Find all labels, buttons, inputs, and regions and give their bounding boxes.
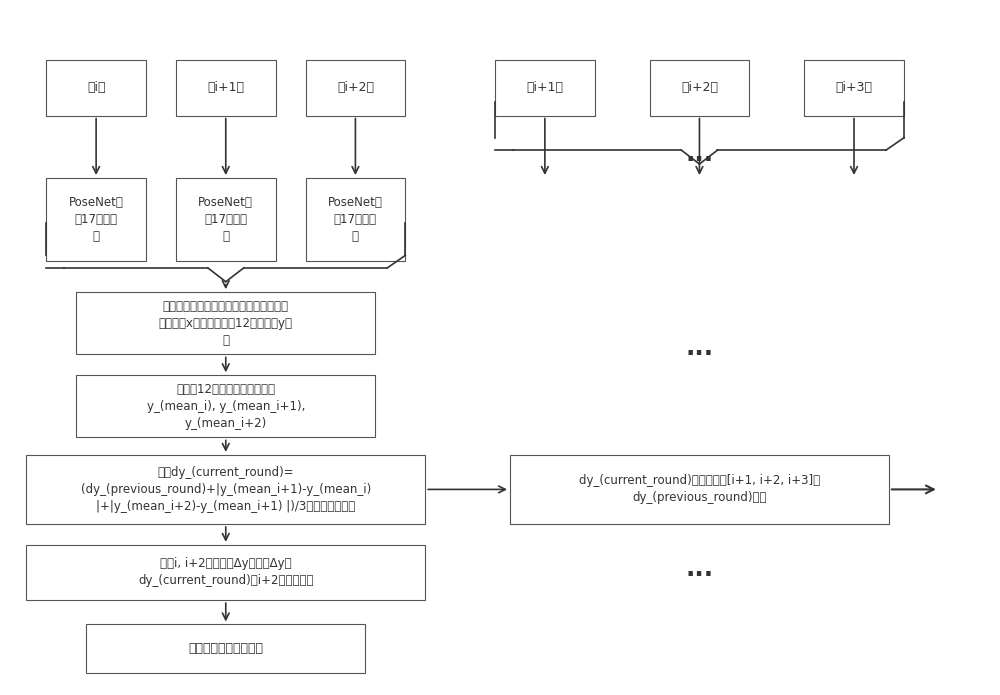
Text: 移除鼻、左眼、右眼、左耳、右耳的坐标
以及所有x坐标，得剩余12个关键点y坐
标: 移除鼻、左眼、右眼、左耳、右耳的坐标 以及所有x坐标，得剩余12个关键点y坐 标 bbox=[159, 300, 293, 347]
Text: 每帧的12个坐标取均值，得到
y_(mean_i), y_(mean_i+1),
y_(mean_i+2): 每帧的12个坐标取均值，得到 y_(mean_i), y_(mean_i+1),… bbox=[147, 383, 305, 430]
FancyBboxPatch shape bbox=[495, 60, 595, 115]
FancyBboxPatch shape bbox=[176, 60, 276, 115]
Text: 计算i, i+2两帧间的Δy，比较Δy与
dy_(current_round)为i+2帧赋状态值: 计算i, i+2两帧间的Δy，比较Δy与 dy_(current_round)为… bbox=[138, 557, 314, 587]
FancyBboxPatch shape bbox=[86, 624, 365, 673]
FancyBboxPatch shape bbox=[46, 60, 146, 115]
FancyBboxPatch shape bbox=[46, 178, 146, 261]
Text: 第i帧: 第i帧 bbox=[87, 81, 105, 95]
Text: 第i+3帧: 第i+3帧 bbox=[836, 81, 873, 95]
Text: 引入dy_(current_round)=
(dy_(previous_round)+|y_(mean_i+1)-y_(mean_i)
|+|y_(mean_i: 引入dy_(current_round)= (dy_(previous_roun… bbox=[81, 466, 371, 513]
Text: 根据状态变化进行计数: 根据状态变化进行计数 bbox=[188, 642, 263, 655]
Text: PoseNet检
测17个关键
点: PoseNet检 测17个关键 点 bbox=[198, 196, 253, 243]
Text: 第i+2帧: 第i+2帧 bbox=[681, 81, 718, 95]
Text: ...: ... bbox=[685, 557, 714, 581]
FancyBboxPatch shape bbox=[306, 60, 405, 115]
Text: PoseNet检
测17个关键
点: PoseNet检 测17个关键 点 bbox=[328, 196, 383, 243]
Text: 第i+2帧: 第i+2帧 bbox=[337, 81, 374, 95]
FancyBboxPatch shape bbox=[76, 375, 375, 437]
Text: 第i+1帧: 第i+1帧 bbox=[207, 81, 244, 95]
FancyBboxPatch shape bbox=[804, 60, 904, 115]
FancyBboxPatch shape bbox=[26, 455, 425, 524]
Text: ...: ... bbox=[685, 142, 714, 165]
Text: ...: ... bbox=[685, 336, 714, 359]
FancyBboxPatch shape bbox=[76, 292, 375, 354]
FancyBboxPatch shape bbox=[650, 60, 749, 115]
Text: PoseNet检
测17个关键
点: PoseNet检 测17个关键 点 bbox=[69, 196, 124, 243]
FancyBboxPatch shape bbox=[510, 455, 889, 524]
FancyBboxPatch shape bbox=[306, 178, 405, 261]
FancyBboxPatch shape bbox=[26, 545, 425, 600]
FancyBboxPatch shape bbox=[176, 178, 276, 261]
Text: 第i+1帧: 第i+1帧 bbox=[526, 81, 563, 95]
Text: dy_(current_round)作为下一轮[i+1, i+2, i+3]的
dy_(previous_round)传入: dy_(current_round)作为下一轮[i+1, i+2, i+3]的 … bbox=[579, 475, 820, 505]
